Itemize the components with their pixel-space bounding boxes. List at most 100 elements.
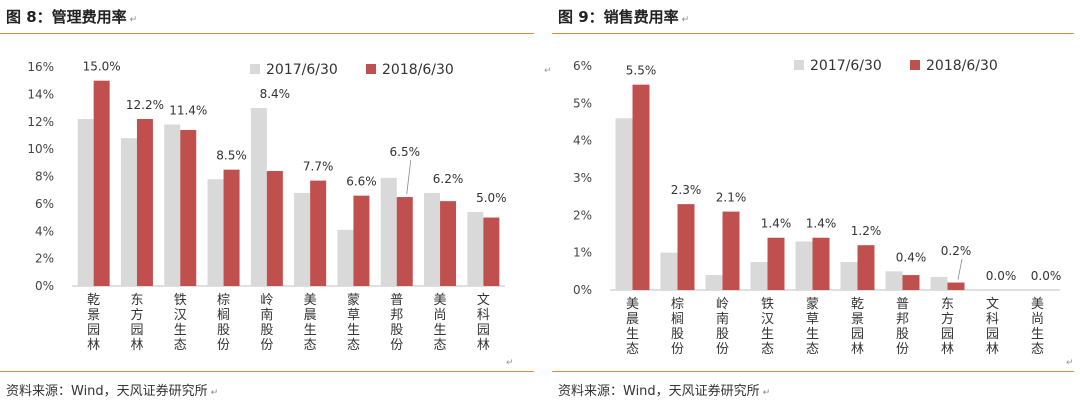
y-tick-label: 4% xyxy=(573,134,592,148)
bar-2018 xyxy=(902,275,920,290)
x-category-label: 美尚生态 xyxy=(434,293,447,353)
label-leader-line xyxy=(957,258,963,280)
bar-2018 xyxy=(812,237,830,290)
bar-2018 xyxy=(396,197,413,286)
bar-2017 xyxy=(615,118,633,291)
data-label: 1.2% xyxy=(851,224,882,238)
figure-9-panel: 图 9：销售费用率 ↵ 0% 1% 2% 3% 4% 5% 6% 5.5% 美晨生态 2.3% 棕榈股… xyxy=(552,0,1080,411)
legend-label: 2017/6/30 xyxy=(266,62,338,78)
bar-2018 xyxy=(632,84,650,290)
bar-2018 xyxy=(353,195,370,286)
y-tick-label: 0% xyxy=(573,283,592,297)
x-category-label: 普邦股份 xyxy=(896,297,909,357)
figure-8-chart: 0% 2% 4% 6% 8% 10% 12% 14% 16% 15.0% 乾景园林 12.2% 东方园林… xyxy=(27,60,507,353)
data-label: 7.7% xyxy=(303,160,334,174)
bar-2017 xyxy=(294,192,311,286)
x-category-label: 岭南股份 xyxy=(260,293,273,353)
bar-2018 xyxy=(136,119,153,286)
data-label: 2.1% xyxy=(716,191,747,205)
x-category-label: 铁汉生态 xyxy=(174,293,187,353)
y-tick-label: 10% xyxy=(27,142,54,156)
x-category-label: 乾景园林 xyxy=(851,297,864,357)
data-label: 12.2% xyxy=(126,98,164,112)
data-label: 6.6% xyxy=(346,175,377,189)
bar-2017 xyxy=(380,177,397,286)
bar-2018 xyxy=(767,237,785,290)
bar-2017 xyxy=(77,119,94,286)
bar-2017 xyxy=(164,124,181,286)
bar-2017 xyxy=(207,179,224,286)
bar-2017 xyxy=(120,138,137,286)
y-tick-label: 2% xyxy=(573,208,592,222)
y-tick-label: 16% xyxy=(27,60,54,74)
data-label: 15.0% xyxy=(83,60,121,74)
y-tick-label: 4% xyxy=(35,224,54,238)
bar-2017 xyxy=(660,252,678,290)
y-tick-label: 2% xyxy=(35,252,54,266)
y-tick-label: 6% xyxy=(573,59,592,73)
figure-9-top-rule xyxy=(552,33,1074,34)
bar-2017 xyxy=(705,275,723,290)
bar-2017 xyxy=(795,241,813,290)
data-label: 1.4% xyxy=(761,217,792,231)
bar-2018 xyxy=(483,217,500,286)
y-tick-label: 8% xyxy=(35,170,54,184)
figure-9-source: 资料来源：Wind，天风证券研究所 ↵ xyxy=(558,384,771,399)
data-label: 8.5% xyxy=(216,149,247,163)
x-category-label: 棕榈股份 xyxy=(217,293,230,353)
x-category-label: 文科园林 xyxy=(986,297,999,357)
x-category-label: 蒙草生态 xyxy=(347,293,360,353)
bar-2018 xyxy=(266,171,283,286)
data-label: 2.3% xyxy=(671,183,702,197)
x-category-label: 乾景园林 xyxy=(87,293,100,353)
data-label: 0.0% xyxy=(1031,269,1062,283)
data-label: 1.4% xyxy=(806,217,837,231)
paragraph-mark-icon: ↵ xyxy=(1066,358,1074,368)
bar-2018 xyxy=(677,204,695,290)
y-tick-label: 3% xyxy=(573,171,592,185)
y-tick-label: 14% xyxy=(27,87,54,101)
bar-2018 xyxy=(857,245,875,290)
x-category-label: 美晨生态 xyxy=(626,297,639,357)
figure-8-panel: 图 8：管理费用率 ↵ 0% 2% 4% 6% 8% 10% 12% 14% 16% 15.0% 乾景… xyxy=(0,8,534,399)
figure-8-top-rule xyxy=(0,33,534,34)
legend-label: 2018/6/30 xyxy=(926,58,998,74)
x-category-label: 东方园林 xyxy=(941,297,954,357)
data-label: 0.0% xyxy=(986,269,1017,283)
bar-2017 xyxy=(930,276,948,290)
x-category-label: 铁汉生态 xyxy=(761,297,774,357)
figure-9-bottom-rule xyxy=(552,371,1074,372)
bar-2018 xyxy=(440,201,457,286)
bar-2018 xyxy=(93,80,110,286)
bar-2017 xyxy=(250,108,267,286)
bar-2017 xyxy=(424,192,441,286)
x-category-label: 美尚生态 xyxy=(1031,297,1044,357)
legend-swatch xyxy=(366,64,376,74)
bar-2017 xyxy=(750,262,768,290)
data-label: 6.5% xyxy=(390,145,421,159)
y-tick-label: 12% xyxy=(27,115,54,129)
data-label: 6.2% xyxy=(433,172,464,186)
y-tick-label: 5% xyxy=(573,96,592,110)
y-tick-label: 0% xyxy=(35,279,54,293)
data-label: 5.5% xyxy=(626,64,657,78)
x-category-label: 东方园林 xyxy=(130,293,143,353)
figure-8-source: 资料来源：Wind，天风证券研究所 ↵ xyxy=(6,384,219,399)
bar-2017 xyxy=(885,271,903,290)
bar-2018 xyxy=(310,180,327,286)
x-category-label: 美晨生态 xyxy=(304,293,317,353)
x-category-label: 棕榈股份 xyxy=(671,297,684,357)
legend-label: 2018/6/30 xyxy=(382,62,454,78)
legend-swatch xyxy=(250,64,260,74)
legend-swatch xyxy=(794,60,804,70)
y-tick-label: 1% xyxy=(573,246,592,260)
legend-swatch xyxy=(910,60,920,70)
bar-2017 xyxy=(337,229,354,286)
figure-8-title: 图 8：管理费用率 ↵ xyxy=(6,8,138,26)
bar-2018 xyxy=(180,129,197,286)
legend-label: 2017/6/30 xyxy=(810,58,882,74)
x-category-label: 岭南股份 xyxy=(716,297,729,357)
x-category-label: 文科园林 xyxy=(477,293,490,353)
bar-2017 xyxy=(467,212,484,286)
data-label: 5.0% xyxy=(476,191,507,205)
